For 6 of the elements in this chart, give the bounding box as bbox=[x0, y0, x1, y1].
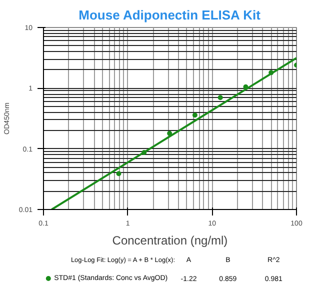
point bbox=[167, 130, 172, 136]
x-axis-title: Concentration (ng/ml) bbox=[112, 234, 228, 248]
point bbox=[218, 95, 223, 100]
point bbox=[116, 171, 122, 176]
chart-title: Mouse Adiponectin ELISA Kit bbox=[78, 8, 262, 22]
point bbox=[192, 112, 198, 118]
